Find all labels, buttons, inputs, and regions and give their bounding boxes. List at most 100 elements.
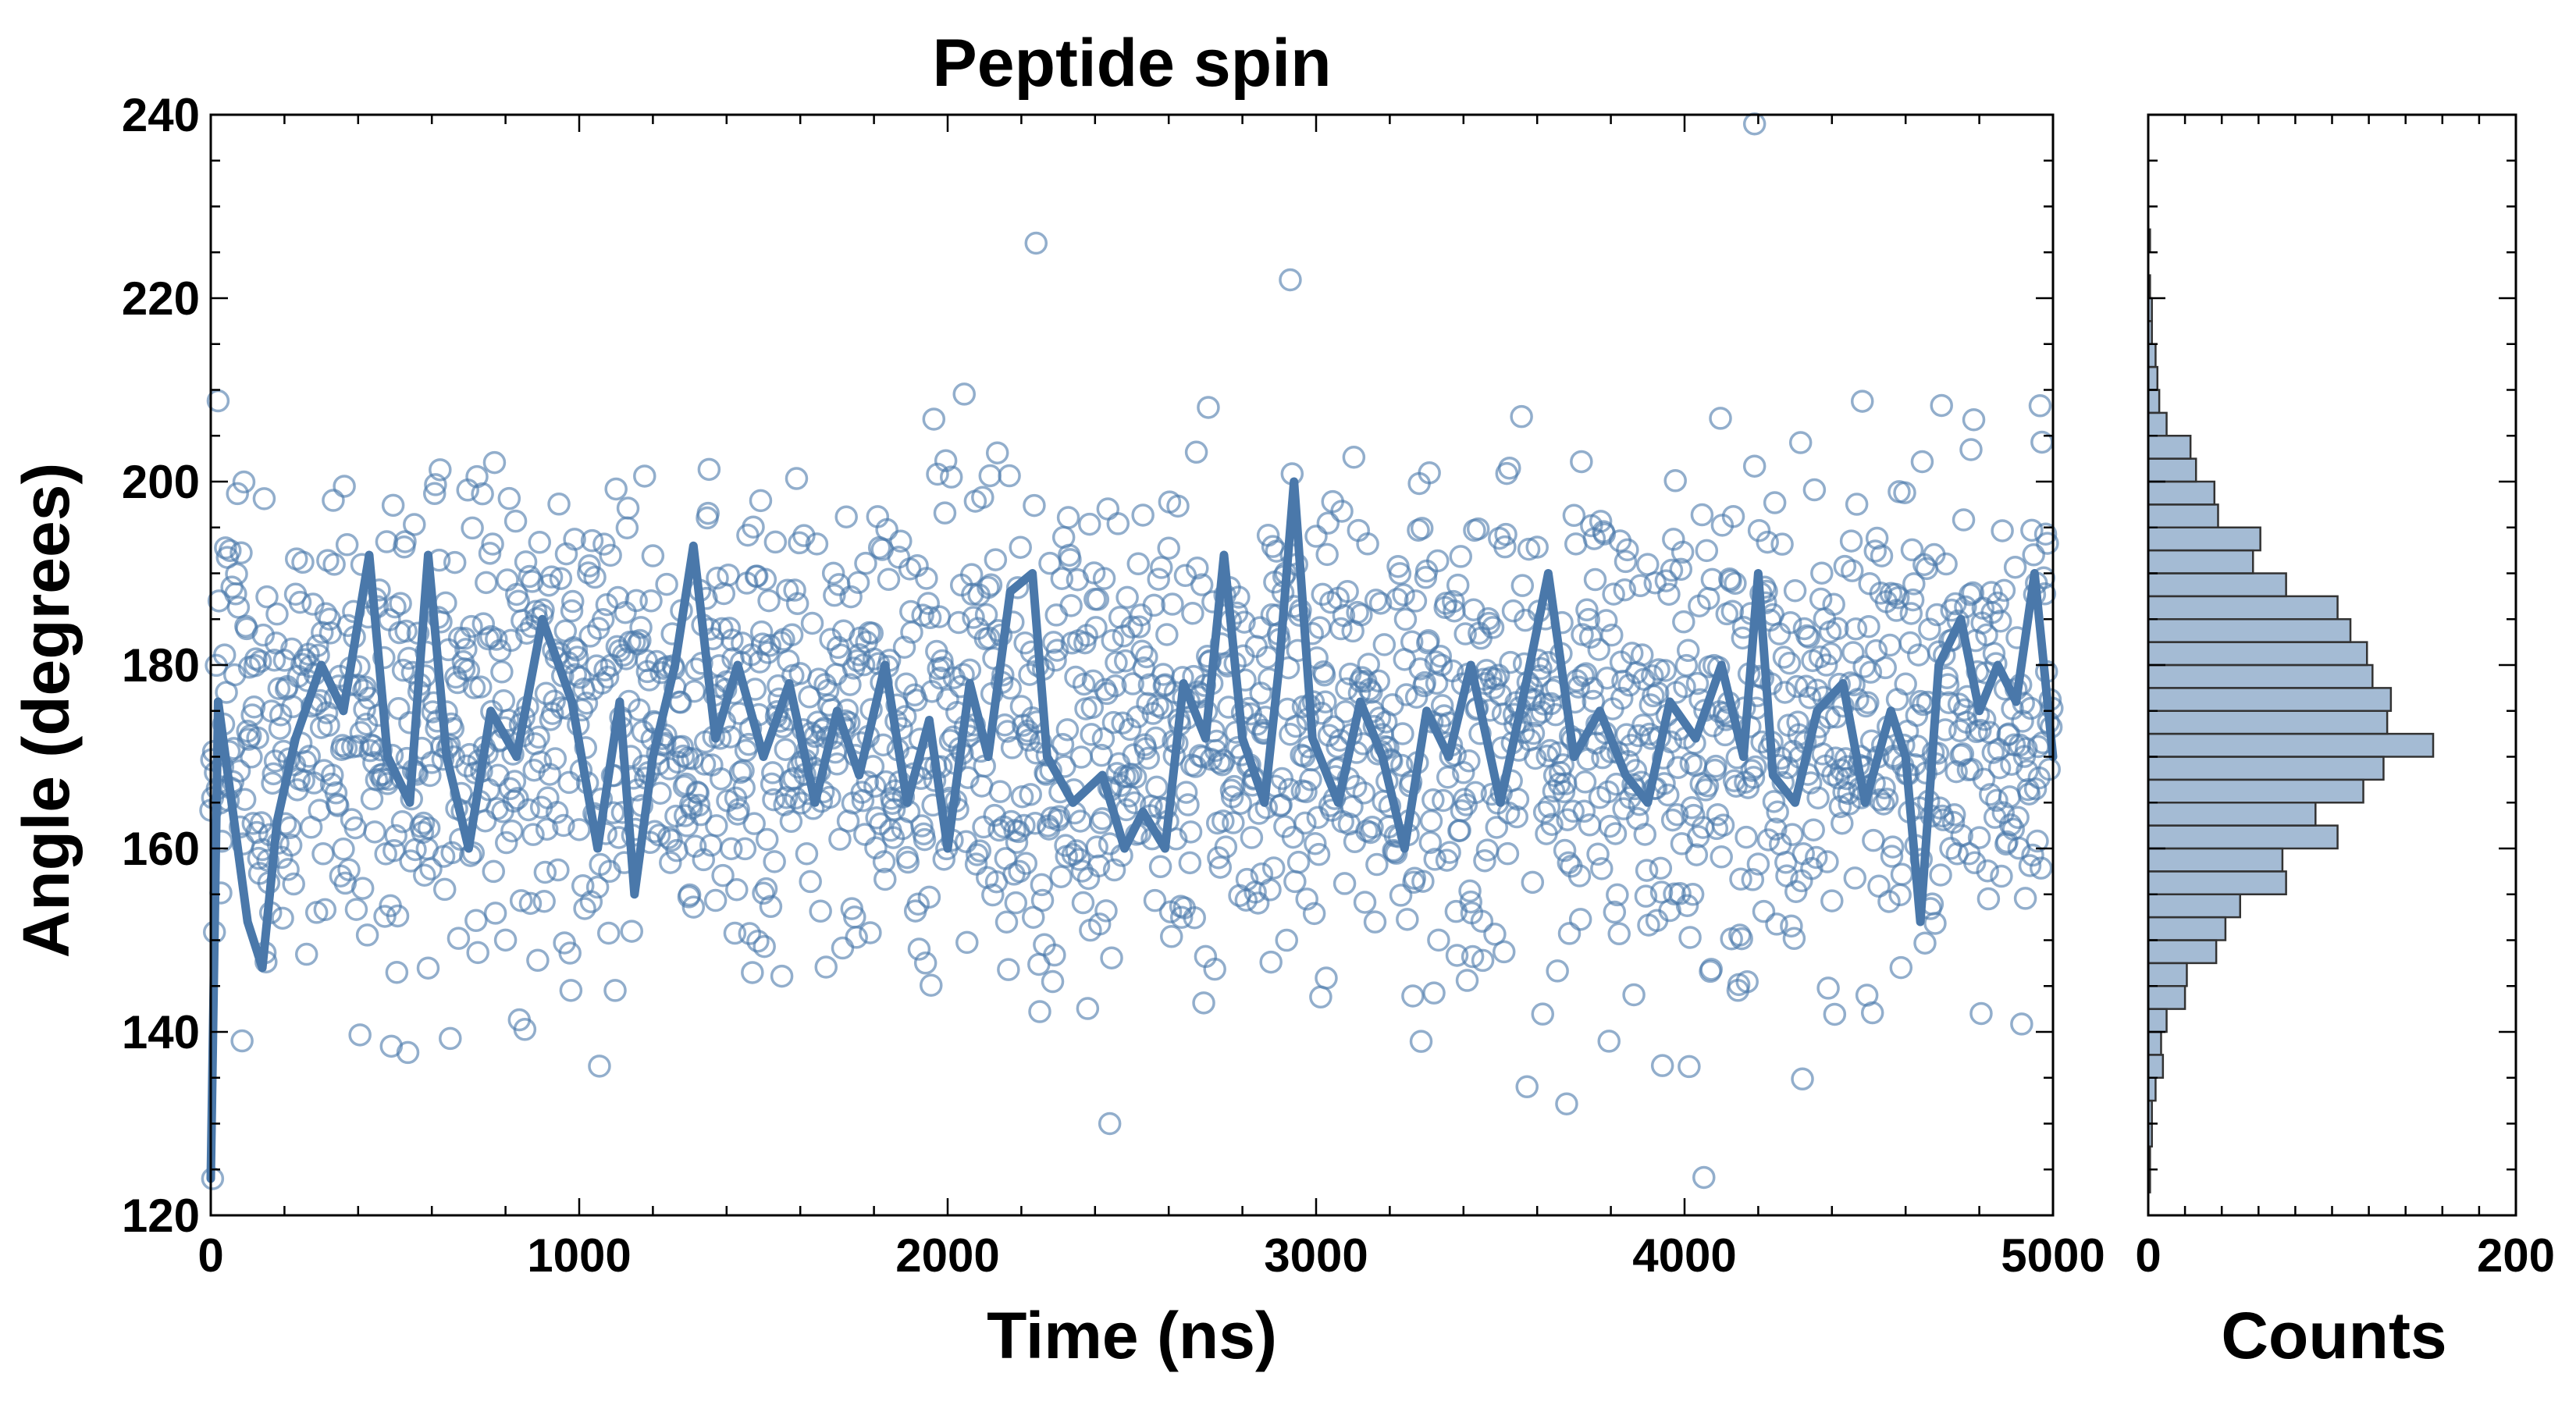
scatter-point (1493, 535, 1517, 559)
scatter-point (974, 603, 998, 627)
scatter-point (242, 695, 266, 719)
scatter-point (917, 885, 941, 909)
scatter-point (1498, 456, 1521, 480)
scatter-point (1699, 958, 1723, 981)
scatter-point (326, 794, 350, 817)
scatter-point (1606, 883, 1629, 907)
scatter-point (913, 827, 937, 852)
scatter-point (1455, 969, 1479, 992)
scatter-point (1176, 793, 1200, 816)
scatter-point (1552, 780, 1576, 804)
scatter-point (1777, 651, 1802, 675)
scatter-point (1735, 825, 1758, 849)
scatter-point (1780, 914, 1803, 938)
scatter-point (1069, 745, 1093, 769)
scatter-point (1258, 878, 1282, 902)
scatter-point (2026, 829, 2049, 853)
scatter-point (877, 567, 901, 592)
scatter-point (2033, 522, 2058, 546)
scatter-point (763, 530, 788, 554)
scatter-point (1411, 870, 1435, 893)
scatter-point (907, 937, 931, 961)
scatter-point (1839, 529, 1863, 553)
scatter-point (2028, 394, 2052, 418)
scatter-point (1259, 950, 1283, 974)
scatter-point (1365, 852, 1389, 877)
scatter-point (1028, 1000, 1051, 1023)
scatter-point (900, 621, 923, 644)
y-tick-label: 140 (122, 1006, 200, 1058)
scatter-point (1461, 944, 1485, 969)
scatter-point (910, 814, 934, 838)
scatter-point (279, 834, 303, 857)
histogram-bar (2147, 1008, 2168, 1033)
scatter-point (1030, 888, 1055, 912)
scatter-point (792, 524, 816, 547)
scatter-point (1669, 557, 1693, 582)
scatter-point (1887, 585, 1910, 610)
scatter-point (418, 763, 442, 788)
scatter-point (1009, 535, 1032, 559)
scatter-point (330, 734, 354, 757)
scatter-point (219, 539, 242, 563)
scatter-point (1005, 576, 1030, 599)
scatter-point (393, 530, 417, 553)
histogram-bar (2147, 802, 2317, 827)
scatter-point (624, 589, 648, 613)
scatter-point (447, 927, 471, 950)
scatter-point (1685, 671, 1710, 695)
scatter-point (1261, 856, 1286, 880)
scatter-point (717, 563, 740, 587)
scatter-point (988, 780, 1012, 803)
scatter-point (1391, 722, 1414, 745)
scatter-point (2029, 856, 2053, 880)
scatter-point (1985, 788, 2008, 813)
scatter-point (432, 877, 457, 902)
scatter-point (1646, 681, 1670, 705)
scatter-point (1987, 756, 2012, 780)
scatter-point (1678, 1055, 1701, 1079)
scatter-point (639, 589, 663, 613)
scatter-point (1281, 825, 1305, 849)
scatter-point (1561, 799, 1585, 823)
histogram-ticks (2147, 113, 2517, 1217)
scatter-point (952, 663, 975, 686)
scatter-point (757, 589, 781, 613)
scatter-point (282, 872, 305, 896)
scatter-point (224, 582, 247, 606)
scatter-point (703, 888, 728, 912)
scatter-point (1304, 831, 1327, 855)
scatter-point (337, 858, 361, 882)
scatter-point (1811, 742, 1834, 766)
scatter-point (752, 881, 775, 905)
scatter-point (1192, 991, 1215, 1015)
scatter-point (1894, 672, 1917, 696)
scatter-point (1096, 497, 1120, 521)
scatter-point (367, 703, 390, 727)
scatter-point (1764, 817, 1788, 841)
scatter-point (1998, 813, 2023, 837)
running-average-line (206, 477, 2058, 1183)
scatter-point (1429, 644, 1453, 668)
scatter-point (592, 532, 616, 556)
scatter-point (719, 837, 743, 861)
scatter-point (1174, 781, 1198, 804)
scatter-point (1392, 583, 1415, 606)
scatter-point (1976, 859, 1999, 883)
scatter-point (1148, 855, 1172, 879)
scatter-point (1352, 781, 1376, 805)
scatter-point (1650, 1054, 1674, 1077)
scatter-point (1909, 689, 1932, 713)
scatter-point (599, 543, 622, 567)
scatter-point (1899, 602, 1923, 625)
scatter-point (1072, 672, 1096, 696)
scatter-point (591, 608, 615, 631)
scatter-point (246, 726, 269, 750)
scatter-point (1329, 617, 1353, 641)
scatter-point (1458, 879, 1482, 903)
histogram-bar (2147, 663, 2374, 689)
scatter-point (1426, 549, 1450, 573)
scatter-point (546, 858, 570, 882)
scatter-point (1023, 812, 1047, 835)
scatter-point (1880, 835, 1905, 859)
